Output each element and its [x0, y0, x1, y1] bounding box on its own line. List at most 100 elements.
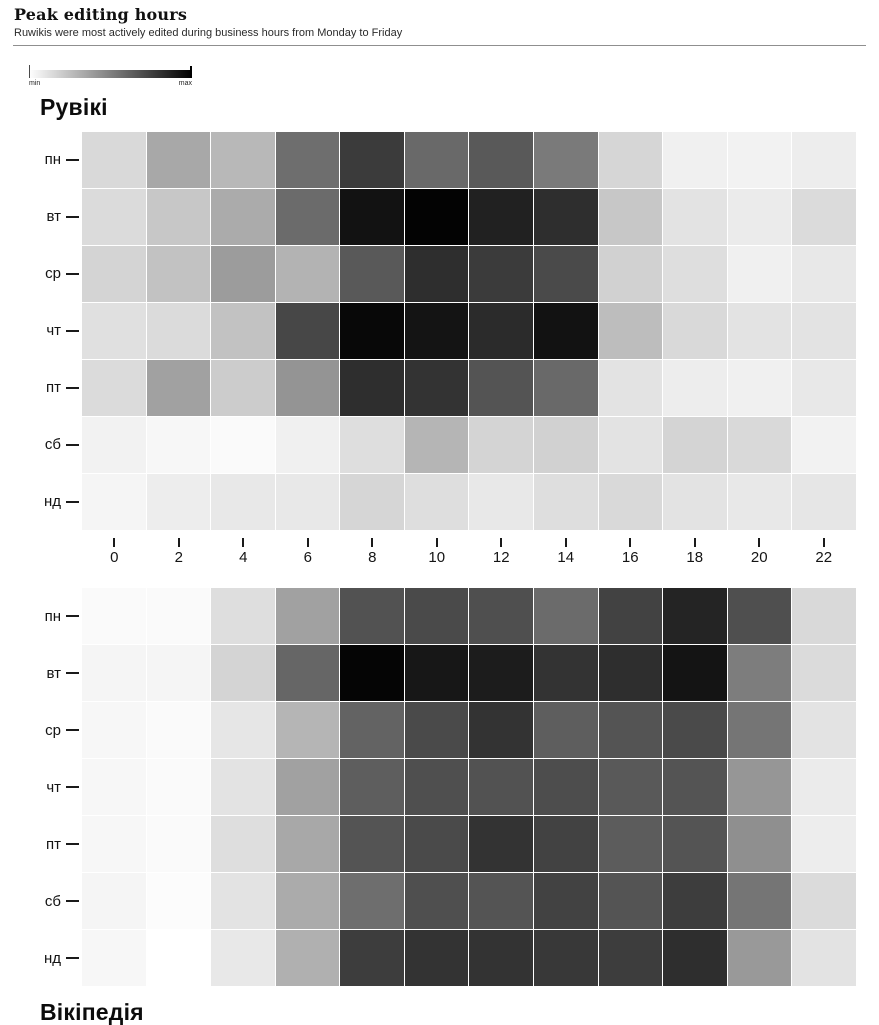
- y-tick-mark: [66, 329, 79, 332]
- heatmap-cell: [792, 816, 856, 873]
- heatmap-cell: [598, 302, 663, 359]
- heatmap-cell: [82, 245, 146, 302]
- heatmap-cell: [211, 416, 275, 473]
- heatmap-cell: [404, 416, 469, 473]
- heatmap-cell: [469, 359, 534, 416]
- heatmap-row-cells: [82, 645, 856, 702]
- y-tick-mark: [66, 615, 79, 618]
- legend-max-tick: [190, 65, 192, 78]
- heatmap-cell: [211, 302, 275, 359]
- y-axis-label: пн: [0, 132, 82, 188]
- x-tick-label: 10: [428, 548, 446, 566]
- y-axis-label: пт: [0, 360, 82, 416]
- heatmap-row-cells: [82, 930, 856, 987]
- x-axis-tick: 12: [469, 537, 534, 567]
- heatmap-cell: [404, 302, 469, 359]
- day-label: пн: [44, 151, 61, 169]
- heatmap-cell: [404, 473, 469, 530]
- x-axis-tick: 6: [276, 537, 341, 567]
- x-tick-mark: [564, 537, 567, 547]
- heatmap-cell: [146, 245, 211, 302]
- heatmap-cell: [727, 930, 792, 987]
- heatmap-cell: [404, 359, 469, 416]
- heatmap-cell: [469, 816, 534, 873]
- heatmap-cell: [82, 645, 146, 702]
- heatmap-cell: [727, 588, 792, 645]
- heatmap-cell: [211, 645, 275, 702]
- heatmap-cell: [469, 131, 534, 188]
- x-tick-label: 18: [686, 548, 704, 566]
- heatmap-cell: [663, 473, 727, 530]
- heatmap-cell: [340, 873, 404, 930]
- heatmap-row: вт: [0, 188, 856, 245]
- heatmap-cell: [82, 873, 146, 930]
- header-divider: [13, 44, 866, 46]
- y-tick-mark: [66, 272, 79, 275]
- heatmap-cell: [340, 302, 404, 359]
- heatmap-cell: [598, 930, 663, 987]
- day-label: чт: [46, 322, 61, 340]
- heatmap-cell: [534, 416, 598, 473]
- heatmap-cell: [598, 873, 663, 930]
- heatmap-cell: [534, 188, 598, 245]
- heatmap-cell: [663, 645, 727, 702]
- heatmap-cell: [534, 702, 598, 759]
- heatmap-cell: [275, 473, 340, 530]
- heatmap-row: пт: [0, 359, 856, 416]
- heatmap-cell: [792, 359, 856, 416]
- heatmap-row-cells: [82, 473, 856, 530]
- x-tick-mark: [371, 537, 374, 547]
- x-tick-label: 2: [174, 548, 183, 566]
- heatmap-cell: [404, 759, 469, 816]
- heatmap-cell: [146, 645, 211, 702]
- heatmap-cell: [598, 759, 663, 816]
- x-axis-tick: 4: [211, 537, 276, 567]
- heatmap-cell: [792, 702, 856, 759]
- x-tick-label: 8: [368, 548, 377, 566]
- heatmap-cell: [727, 473, 792, 530]
- heatmap-cell: [275, 873, 340, 930]
- x-tick-label: 4: [239, 548, 248, 566]
- heatmap-cell: [534, 588, 598, 645]
- heatmap-row: нд: [0, 473, 856, 530]
- heatmap-cell: [146, 702, 211, 759]
- heatmap-cell: [792, 245, 856, 302]
- heatmap-wikipedia: пн вт ср чт пт сб нд: [0, 588, 856, 987]
- heatmap-cell: [663, 302, 727, 359]
- heatmap-cell: [404, 188, 469, 245]
- heatmap-cell: [82, 302, 146, 359]
- heatmap-cell: [663, 930, 727, 987]
- heatmap-cell: [727, 702, 792, 759]
- heatmap-cell: [727, 416, 792, 473]
- heatmap-cell: [340, 588, 404, 645]
- heatmap-row: вт: [0, 645, 856, 702]
- heatmap-cell: [598, 473, 663, 530]
- heatmap-row-cells: [82, 816, 856, 873]
- heatmap-cell: [663, 588, 727, 645]
- heatmap-cell: [727, 645, 792, 702]
- heatmap-row-cells: [82, 188, 856, 245]
- x-axis-tick: 16: [598, 537, 663, 567]
- heatmap-row-cells: [82, 588, 856, 645]
- heatmap-cell: [534, 645, 598, 702]
- y-tick-mark: [66, 158, 79, 161]
- heatmap-cell: [598, 416, 663, 473]
- heatmap-cell: [598, 702, 663, 759]
- heatmap-cell: [469, 188, 534, 245]
- heatmap-cell: [275, 245, 340, 302]
- legend-min-label: min: [29, 79, 41, 87]
- heatmap-cell: [275, 645, 340, 702]
- heatmap-cell: [792, 588, 856, 645]
- heatmap-cell: [275, 188, 340, 245]
- heatmap-row: чт: [0, 759, 856, 816]
- y-tick-mark: [66, 443, 79, 446]
- heatmap-cell: [727, 188, 792, 245]
- heatmap-cell: [146, 302, 211, 359]
- y-axis-label: чт: [0, 303, 82, 359]
- heatmap-cell: [663, 702, 727, 759]
- y-tick-mark: [66, 500, 79, 503]
- y-axis-label: ср: [0, 246, 82, 302]
- day-label: ср: [45, 721, 61, 739]
- heatmap-cell: [598, 131, 663, 188]
